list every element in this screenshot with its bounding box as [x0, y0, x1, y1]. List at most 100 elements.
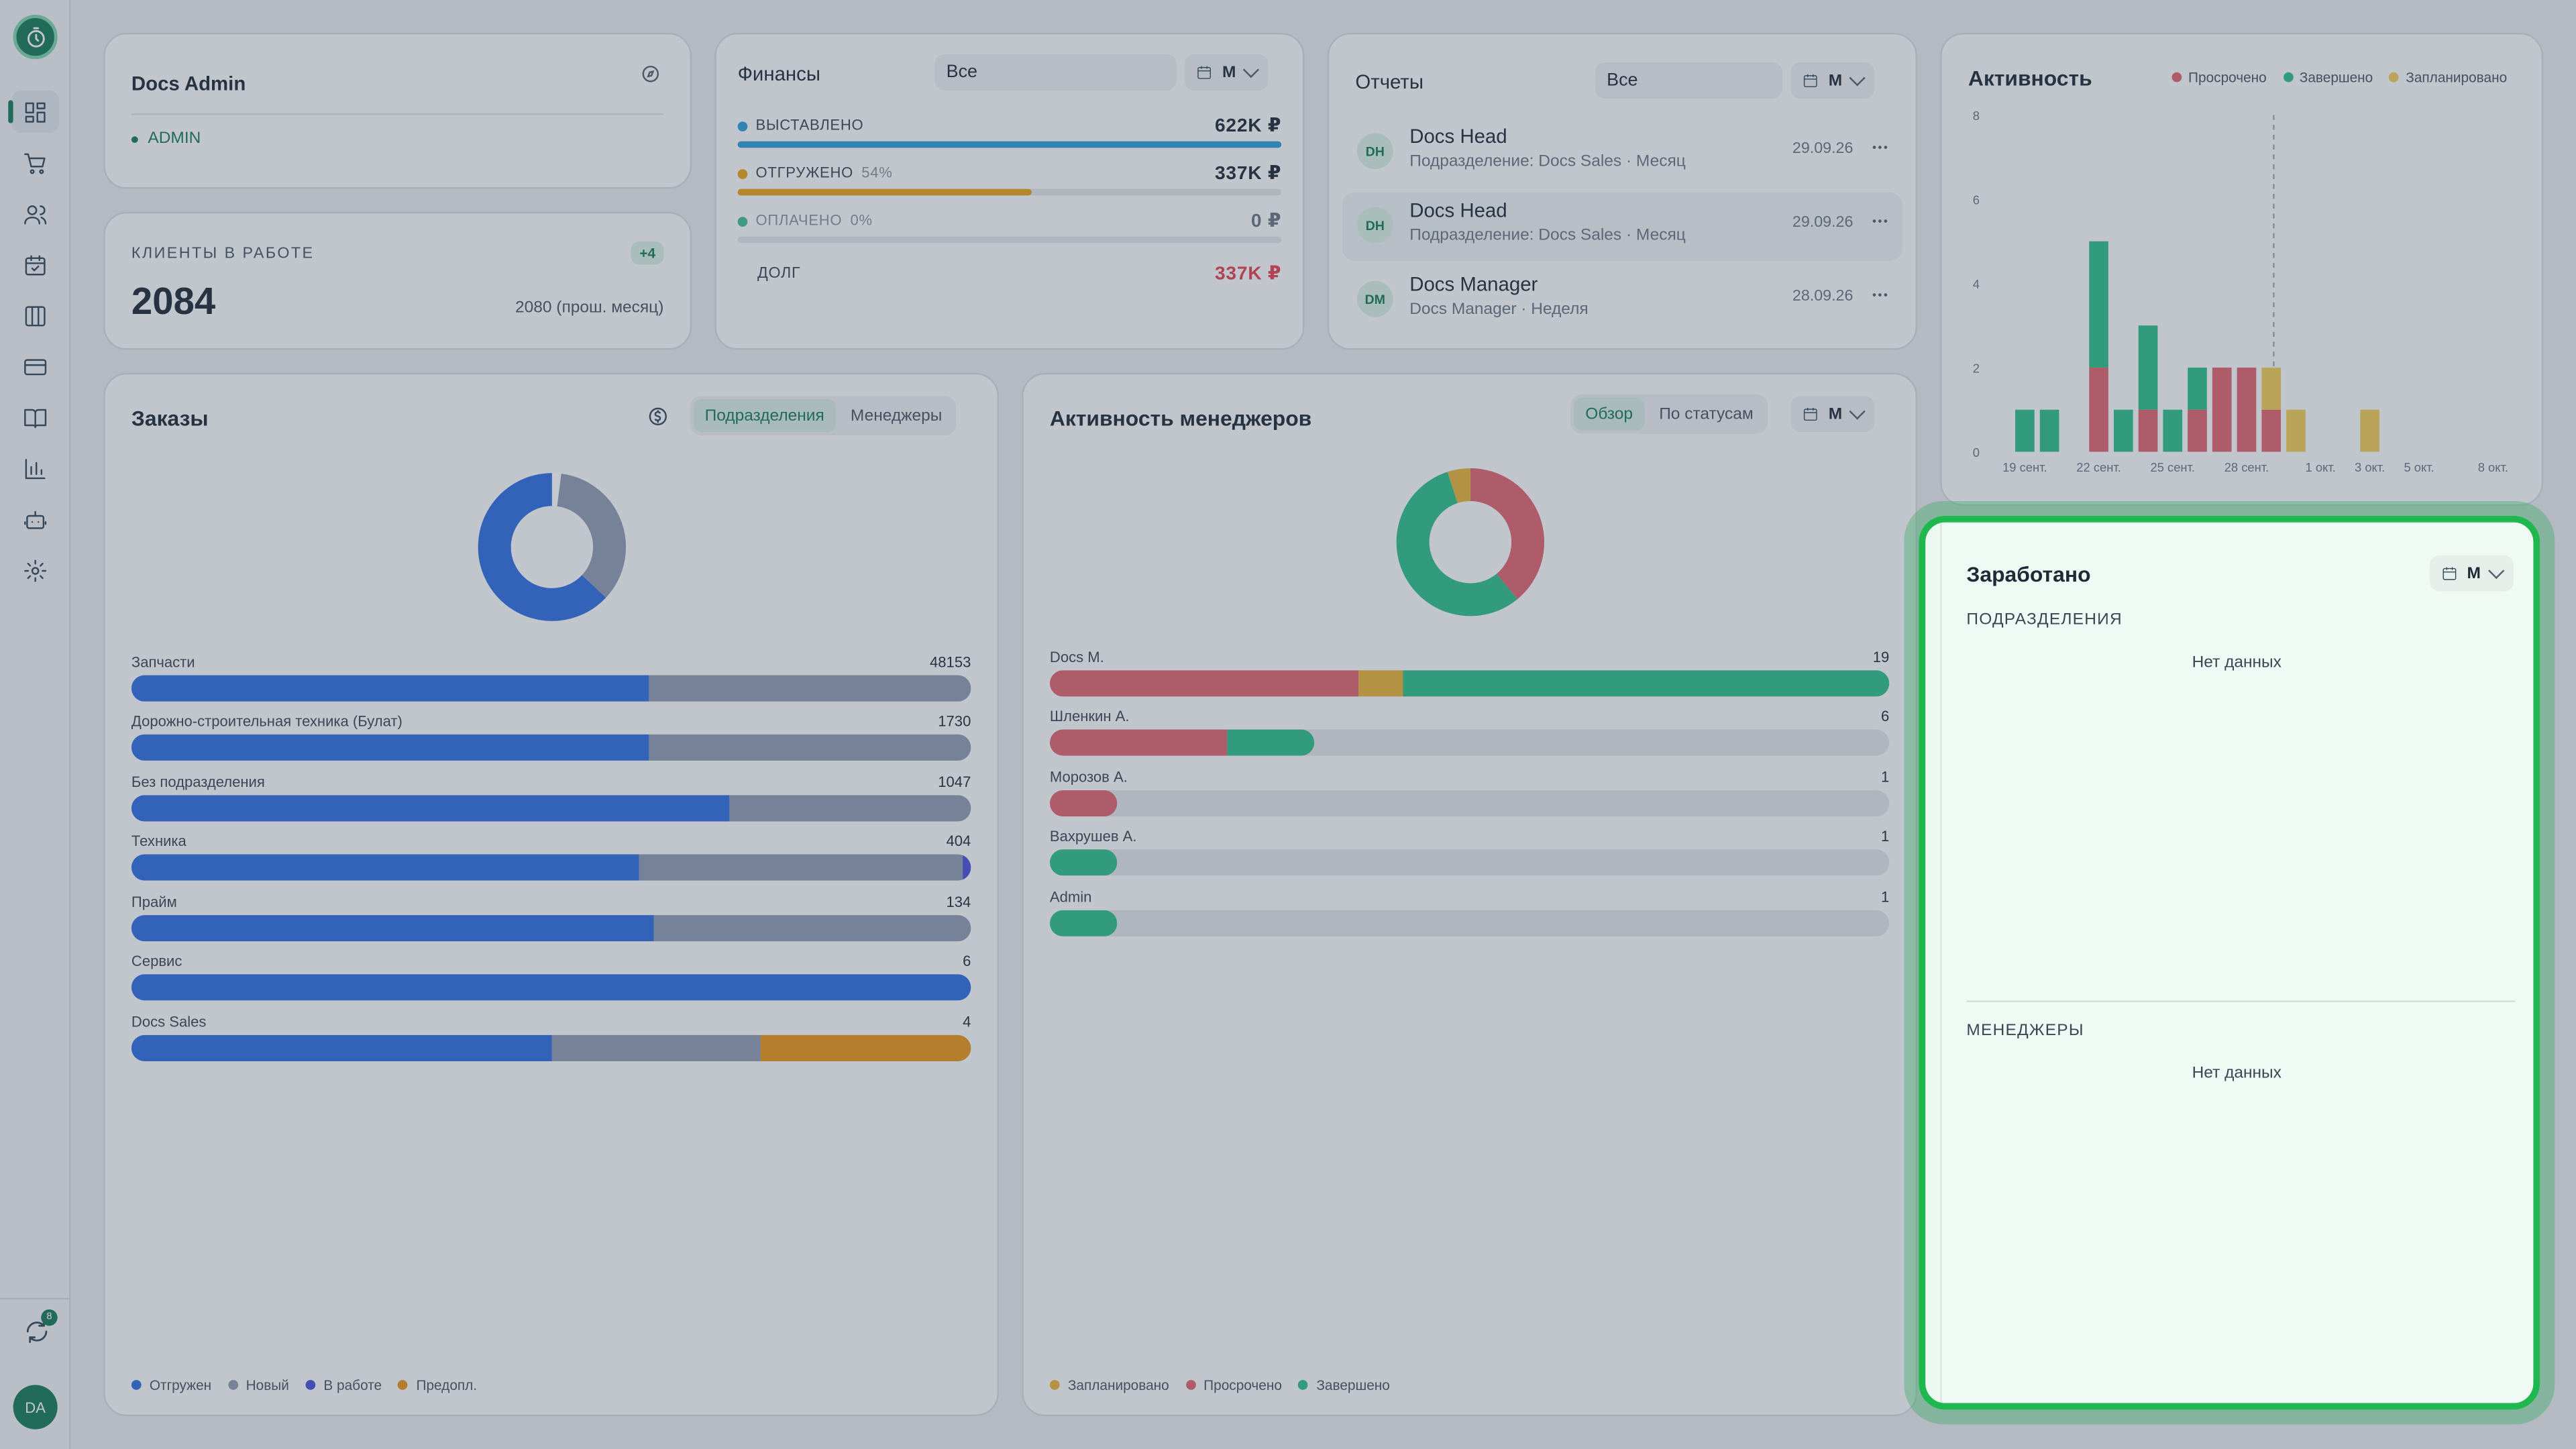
finance-card: Финансы Все М ДОЛГ 337K ₽ ВЫСТАВЛЕНО 622K… [714, 32, 1305, 350]
bar-segment [638, 854, 963, 881]
tab-managers[interactable]: Менеджеры [850, 407, 943, 425]
legend-dot [2389, 72, 2400, 83]
order-row-bar[interactable] [131, 734, 971, 761]
x-tick-label: 19 сент. [2002, 460, 2047, 474]
finance-progress-fill [737, 141, 1282, 148]
manager-row-bar[interactable] [1049, 729, 1890, 756]
legend-dot [131, 1380, 142, 1390]
order-row-bar[interactable] [131, 795, 971, 822]
activity-chart: 0 2 4 6 8 19 сент. 22 сент. 25 сент. 28 сент. 1 о… [1973, 109, 2508, 474]
report-item[interactable]: DH Docs Head Подразделение: Docs Sales · М… [1342, 192, 1902, 262]
order-row-bar[interactable] [131, 854, 971, 881]
reports-period-select[interactable]: М [1790, 62, 1876, 99]
x-tick-label: 25 сент. [2151, 460, 2196, 474]
report-date: 29.09.26 [1792, 213, 1854, 232]
legend-dot [398, 1380, 409, 1390]
legend-dot [227, 1380, 238, 1390]
managers-card: Активность менеджеров Обзор По статусам … [1022, 372, 1917, 1417]
status-dot [737, 216, 748, 227]
order-row-bar[interactable] [131, 1034, 971, 1062]
order-row-bar[interactable] [131, 974, 971, 1001]
cart-icon[interactable] [11, 142, 59, 184]
manager-row-bar[interactable] [1049, 849, 1890, 876]
order-row-label: Дорожно-строительная техника (Булат) [131, 712, 402, 730]
bar-segment [2015, 409, 2035, 452]
sync-icon[interactable]: 8 [18, 1309, 58, 1349]
bar-segment [2261, 367, 2282, 410]
legend-label: Предопл. [416, 1377, 478, 1393]
bar-segment [1049, 790, 1118, 817]
compass-icon[interactable] [641, 64, 660, 84]
finance-period-select[interactable]: М [1184, 54, 1269, 91]
robot-icon[interactable] [11, 498, 59, 541]
finance-filter-select[interactable]: Все [934, 54, 1177, 91]
finance-row: ОПЛАЧЕНО 0% 0 ₽ [737, 211, 1282, 232]
report-item[interactable]: DH Docs Head Подразделение: Docs Sales · М… [1342, 118, 1902, 187]
report-name: Docs Head [1409, 199, 1507, 222]
bar-segment [962, 854, 971, 881]
users-icon[interactable] [11, 193, 59, 235]
earned-card: Заработано М ПОДРАЗДЕЛЕНИЯ Нет данных МЕ… [1919, 515, 2540, 1410]
order-row-value: 1047 [938, 773, 971, 790]
tab-overview[interactable]: Обзор [1574, 397, 1645, 431]
more-icon[interactable]: ••• [1872, 290, 1890, 303]
managers-empty: Нет данных [2192, 1064, 2282, 1083]
manager-row-bar[interactable] [1049, 910, 1890, 936]
finance-row-label: ВЫСТАВЛЕНО [755, 116, 864, 133]
tab-by-status[interactable]: По статусам [1659, 405, 1754, 423]
reports-filter-select[interactable]: Все [1595, 62, 1783, 99]
legend-item: Запланировано [1049, 1377, 1169, 1393]
legend-item: Завершено [1298, 1377, 1390, 1393]
legend-dot [305, 1380, 316, 1390]
legend-item: Просрочено [1185, 1377, 1282, 1393]
manager-row-value: 1 [1881, 828, 1890, 845]
managers-period-select[interactable]: М [1790, 396, 1876, 433]
manager-row-label: Admin [1049, 888, 1092, 906]
columns-icon[interactable] [11, 294, 59, 337]
report-subtitle: Docs Manager · Неделя [1409, 301, 1589, 319]
bar-segment [2360, 409, 2379, 452]
clients-delta-badge: +4 [631, 241, 664, 265]
y-tick-label: 2 [1973, 361, 1980, 375]
finance-row-value: 0 ₽ [1250, 211, 1282, 232]
card-icon[interactable] [11, 345, 59, 388]
bar-segment [131, 915, 654, 942]
sidebar: 8 DA [0, 0, 71, 1449]
legend-dot [2171, 72, 2182, 83]
legend-label: Завершено [1316, 1377, 1390, 1393]
chart-icon[interactable] [11, 447, 59, 490]
order-row-bar[interactable] [131, 675, 971, 702]
more-icon[interactable]: ••• [1872, 217, 1890, 229]
x-tick-label: 28 сент. [2224, 460, 2269, 474]
manager-bar-fill [1049, 670, 1890, 697]
sync-badge: 8 [41, 1309, 58, 1326]
bar-segment [131, 854, 639, 881]
report-avatar: DM [1356, 280, 1393, 317]
y-tick-label: 0 [1973, 445, 1980, 460]
gear-icon[interactable] [11, 549, 59, 592]
manager-row-bar[interactable] [1049, 790, 1890, 817]
book-icon[interactable] [11, 396, 59, 439]
bar-segment [730, 795, 971, 822]
earned-period-select[interactable]: М [2429, 555, 2514, 592]
calendar-icon [1803, 74, 1817, 87]
departments-empty: Нет данных [2192, 653, 2282, 672]
calendar-icon[interactable] [11, 243, 59, 286]
report-item[interactable]: DM Docs Manager Docs Manager · Неделя 28.09… [1342, 266, 1902, 335]
tab-departments[interactable]: Подразделения [693, 399, 836, 433]
avatar[interactable]: DA [13, 1385, 58, 1430]
report-subtitle: Подразделение: Docs Sales · Месяц [1409, 226, 1686, 245]
calendar-icon [1197, 66, 1212, 79]
more-icon[interactable]: ••• [1872, 143, 1890, 155]
report-date: 29.09.26 [1792, 140, 1854, 158]
bar-segment [2113, 409, 2133, 452]
bar-segment [1049, 729, 1227, 756]
manager-row-bar[interactable] [1049, 670, 1890, 697]
manager-row-label: Вахрушев А. [1049, 828, 1137, 845]
legend-label: Просрочено [2188, 68, 2267, 86]
currency-icon[interactable] [647, 406, 669, 427]
order-row-bar[interactable] [131, 915, 971, 942]
grid-icon[interactable] [8, 90, 60, 133]
stopwatch-icon[interactable] [13, 15, 58, 60]
legend-label: Завершено [2299, 68, 2373, 86]
